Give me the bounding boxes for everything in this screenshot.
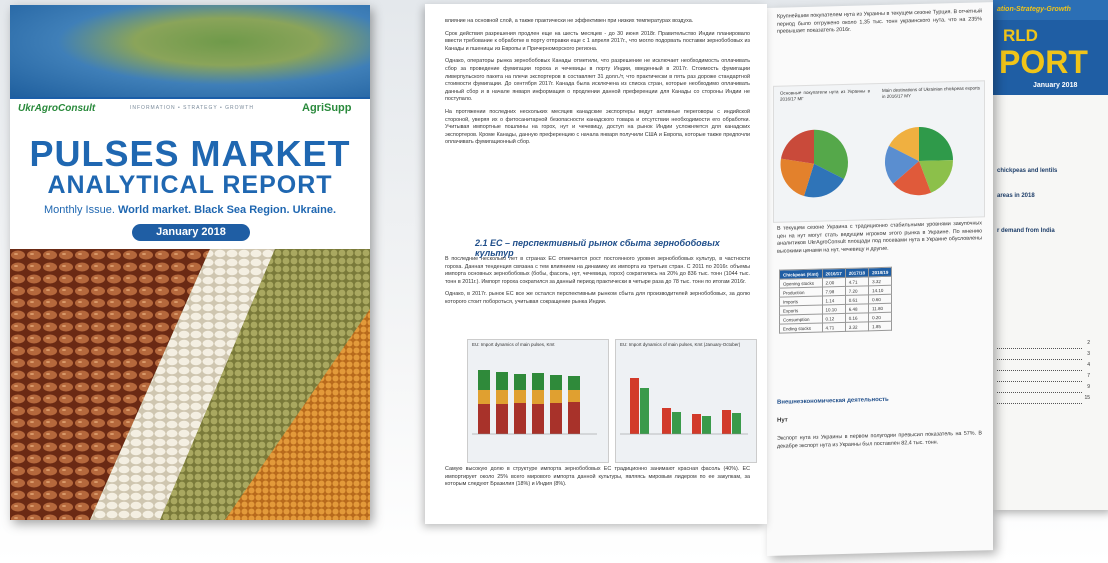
pie-panel: Основные покупатели нута из Украины в 20…	[773, 80, 985, 223]
toc-item: r demand from India	[997, 228, 1055, 234]
beans-image	[10, 249, 370, 520]
page-number: 2	[1087, 340, 1090, 346]
page-number: 3	[1087, 351, 1090, 357]
toc-item: areas in 2018	[997, 193, 1035, 199]
paragraph: Срок действия разрешения продлен еще на …	[445, 31, 750, 54]
tagline: ation-Strategy-Growth	[997, 6, 1071, 13]
text-block: влияние на основной слой, а также практи…	[445, 18, 750, 152]
table-cell: 3.32	[845, 322, 868, 332]
cover-map	[10, 5, 370, 97]
grouped-bars	[620, 358, 750, 458]
pie-title: Main destinations of Ukrainian chickpeas…	[882, 85, 980, 99]
back-report: ation-Strategy-Growth RLD PORT January 2…	[993, 0, 1108, 510]
toc-row: 2	[997, 338, 1082, 349]
paragraph: Однако, в 2017г. рынок ЕС все же остался…	[445, 291, 750, 306]
left-page: влияние на основной слой, а также практи…	[425, 4, 767, 524]
tagline: INFORMATION • STRATEGY • GROWTH	[130, 105, 254, 111]
page-number: 15	[1084, 395, 1090, 401]
paragraph: В текущем сезоне Украина с традиционно с…	[777, 220, 982, 265]
pies	[774, 107, 984, 217]
cover-title: PULSES MARKET	[10, 133, 370, 175]
cover-subtitle: Monthly Issue. World market. Black Sea R…	[10, 204, 370, 216]
text-block: В последние несколько лет в странах ЕС о…	[445, 256, 750, 312]
page: {"cover":{"brand":"UkrAgroConsult","tagl…	[0, 0, 1108, 563]
title: PORT	[999, 44, 1088, 81]
section-heading: Внешнеэкономическая деятельность	[777, 397, 889, 406]
table-cell: 4.71	[822, 322, 845, 332]
toc-row: 3	[997, 349, 1082, 360]
toc-row: 4	[997, 360, 1082, 371]
date-badge: January 2018	[132, 224, 250, 241]
cover-title: ANALYTICAL REPORT	[10, 171, 370, 200]
partner: AgriSupp	[302, 102, 352, 114]
stacked-bars	[472, 358, 602, 458]
toc-row: 9	[997, 382, 1082, 393]
chart-title: EU: Import dynamics of main pulses, Kmt	[472, 342, 602, 348]
toc-item: chickpeas and lentils	[997, 168, 1057, 174]
subheading: Нут	[777, 417, 788, 423]
brand: UkrAgroConsult	[18, 103, 95, 114]
page-number: 4	[1087, 362, 1090, 368]
subtitle-text: World market. Black Sea Region. Ukraine.	[118, 204, 336, 216]
chart-panel: EU: Import dynamics of main pulses, Kmt	[467, 339, 609, 463]
subtitle-text: Monthly Issue.	[44, 204, 115, 216]
table-cell: Ending stocks	[780, 323, 823, 333]
toc-row: 7	[997, 371, 1082, 382]
title: RLD	[1003, 26, 1038, 46]
logo-strip: UkrAgroConsult INFORMATION • STRATEGY • …	[10, 97, 370, 121]
cover: UkrAgroConsult INFORMATION • STRATEGY • …	[10, 5, 370, 520]
paragraph: Самую высокую долю в структуре импорта з…	[445, 466, 750, 489]
pie-title: Основные покупатели нута из Украины в 20…	[780, 88, 870, 101]
toc-row: 15	[997, 393, 1082, 404]
chart-panel: EU: Import dynamics of main pulses, Kmt …	[615, 339, 757, 463]
paragraph: На протяжении последних нескольких месяц…	[445, 109, 750, 147]
date: January 2018	[1033, 82, 1077, 89]
table-cell: 1.85	[869, 321, 892, 331]
paragraph: Экспорт нута из Украины в первом полугод…	[777, 430, 982, 535]
paragraph: влияние на основной слой, а также практи…	[445, 18, 750, 26]
paragraph: Однако, операторы рынка зернобобовых Кан…	[445, 58, 750, 104]
page-number: 9	[1087, 384, 1090, 390]
page-number: 7	[1087, 373, 1090, 379]
right-page: Крупнейшим покупателем нута из Украины в…	[767, 2, 993, 556]
paragraph: Крупнейшим покупателем нута из Украины в…	[777, 8, 982, 53]
chart-title: EU: Import dynamics of main pulses, Kmt …	[620, 342, 750, 348]
paragraph: В последние несколько лет в странах ЕС о…	[445, 256, 750, 286]
section-heading: 2.1 ЕС – перспективный рынок сбыта зерно…	[475, 238, 755, 258]
